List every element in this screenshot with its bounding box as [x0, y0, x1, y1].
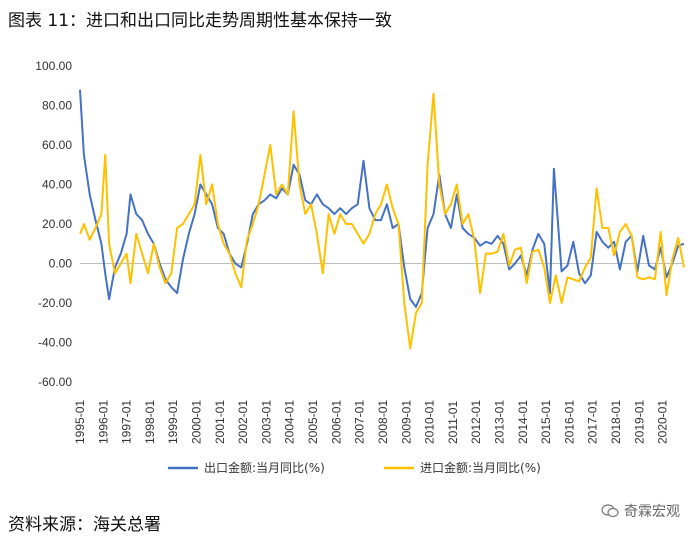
x-tick-label: 2006-01 [329, 400, 343, 444]
x-tick-label: 2000-01 [190, 400, 204, 444]
y-tick-label: -40.00 [38, 336, 72, 350]
watermark-text: 奇霖宏观 [624, 504, 680, 520]
x-axis: 1995-01 1996-01 1997-01 1998-01 1999-01 2000-… [73, 263, 684, 444]
wechat-icon [601, 504, 619, 518]
x-tick-label: 1997-01 [120, 400, 134, 444]
x-tick-label: 2004-01 [283, 400, 297, 444]
chart-title: 图表 11：进口和出口同比走势周期性基本保持一致 [8, 11, 393, 31]
y-tick-label: 20.00 [42, 217, 72, 231]
y-tick-label: 60.00 [42, 138, 72, 152]
y-tick-label: 100.00 [35, 59, 72, 73]
x-tick-label: 2015-01 [539, 400, 553, 444]
x-tick-label: 2009-01 [399, 400, 413, 444]
x-tick-label: 2010-01 [423, 400, 437, 444]
x-tick-label: 1995-01 [73, 400, 87, 444]
y-tick-label: 40.00 [42, 178, 72, 192]
legend-label: 出口金额:当月同比(%) [204, 460, 325, 475]
x-tick-label: 2012-01 [469, 400, 483, 444]
x-tick-label: 2002-01 [236, 400, 250, 444]
y-tick-label: -20.00 [38, 296, 72, 310]
x-tick-label: 2014-01 [516, 400, 530, 444]
x-tick-label: 1998-01 [143, 400, 157, 444]
x-tick-label: 2017-01 [586, 400, 600, 444]
y-tick-label: 0.00 [49, 257, 73, 271]
export-series-line [79, 89, 685, 308]
legend-label: 进口金额:当月同比(%) [420, 460, 541, 475]
legend: 出口金额:当月同比(%) 进口金额:当月同比(%) [168, 460, 541, 475]
x-tick-label: 2019-01 [632, 400, 646, 444]
x-tick-label: 2016-01 [562, 400, 576, 444]
x-tick-label: 2008-01 [376, 400, 390, 444]
x-tick-label: 2018-01 [609, 400, 623, 444]
x-tick-label: 2020-01 [656, 400, 670, 444]
x-tick-label: 2005-01 [306, 400, 320, 444]
y-tick-label: -60.00 [38, 375, 72, 389]
x-tick-label: 2001-01 [213, 400, 227, 444]
import-series-line [79, 92, 685, 350]
y-axis: -60.00 -40.00 -20.00 0.00 20.00 40.00 60.00 80.… [35, 59, 72, 389]
x-tick-label: 1996-01 [96, 400, 110, 444]
x-tick-label: 2003-01 [259, 400, 273, 444]
x-tick-label: 2013-01 [492, 400, 506, 444]
y-tick-label: 80.00 [42, 99, 72, 113]
series-layer [79, 89, 685, 350]
x-tick-label: 2007-01 [353, 400, 367, 444]
source-note: 资料来源：海关总署 [8, 515, 161, 535]
watermark: 奇霖宏观 [601, 501, 680, 521]
x-tick-label: 2011-01 [446, 401, 460, 444]
x-tick-label: 1999-01 [166, 400, 180, 444]
